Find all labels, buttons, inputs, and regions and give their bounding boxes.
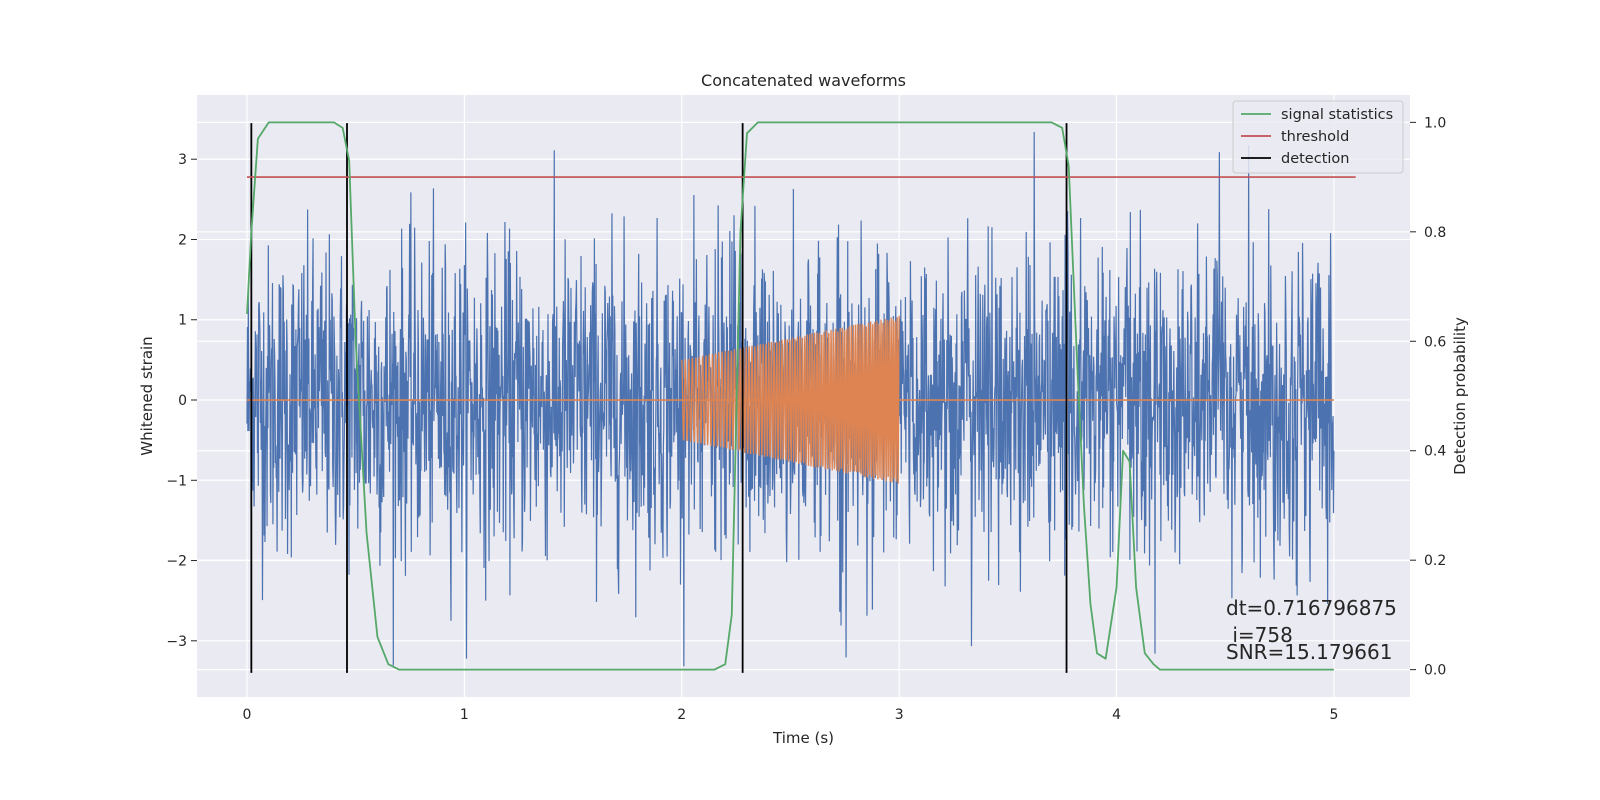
legend-label-detection: detection — [1281, 151, 1349, 167]
right-y-tick-label-1: 0.2 — [1424, 553, 1446, 569]
annotation-index: i=758 — [1226, 623, 1293, 647]
legend-label-signal-statistics: signal statistics — [1281, 107, 1393, 123]
signal-statistics-line — [246, 121, 1334, 671]
right-y-axis-title: Detection probability — [1451, 317, 1469, 475]
annotation-dt: dt=0.716796875 — [1226, 596, 1397, 620]
legend-label-threshold: threshold — [1281, 129, 1349, 145]
chart-title: Concatenated waveforms — [701, 71, 906, 90]
left-y-tick-label-0: −3 — [166, 634, 187, 650]
x-tick-label-3: 3 — [895, 707, 904, 723]
left-y-tick-label-3: 0 — [178, 393, 187, 409]
x-axis-title: Time (s) — [772, 729, 834, 747]
left-y-tick-label-6: 3 — [178, 152, 187, 168]
x-tick-label-0: 0 — [243, 707, 252, 723]
x-tick-label-4: 4 — [1112, 707, 1121, 723]
left-y-tick-label-2: −1 — [166, 473, 187, 489]
axis-ticks: 0 1 2 3 4 5 −3 −2 −1 0 1 2 3 0.0 0.2 0.4 0.6 0.8 1.0 — [166, 115, 1446, 723]
detection-lines — [250, 123, 1068, 673]
right-y-tick-label-5: 1.0 — [1424, 115, 1446, 131]
legend-box — [1232, 100, 1404, 174]
x-tick-label-5: 5 — [1329, 707, 1338, 723]
chirp-trace — [681, 315, 900, 484]
right-y-tick-label-4: 0.8 — [1424, 225, 1446, 241]
x-tick-label-2: 2 — [677, 707, 686, 723]
left-y-tick-label-4: 1 — [178, 313, 187, 329]
orange-chirp-series — [246, 315, 1334, 484]
blue-noise-series — [246, 131, 1335, 667]
signal-statistics-trace — [246, 121, 1334, 671]
left-y-axis-title: Whitened strain — [138, 336, 156, 455]
legend: signal statistics threshold detection — [1232, 100, 1404, 174]
right-y-tick-label-3: 0.6 — [1424, 334, 1446, 350]
annotation-snr: SNR=15.179661 — [1226, 640, 1392, 664]
x-tick-label-1: 1 — [460, 707, 469, 723]
noise-trace — [246, 131, 1335, 667]
left-y-tick-label-1: −2 — [166, 554, 187, 570]
left-y-tick-label-5: 2 — [178, 232, 187, 248]
right-y-tick-label-2: 0.4 — [1424, 444, 1446, 460]
right-y-tick-label-0: 0.0 — [1424, 663, 1446, 679]
